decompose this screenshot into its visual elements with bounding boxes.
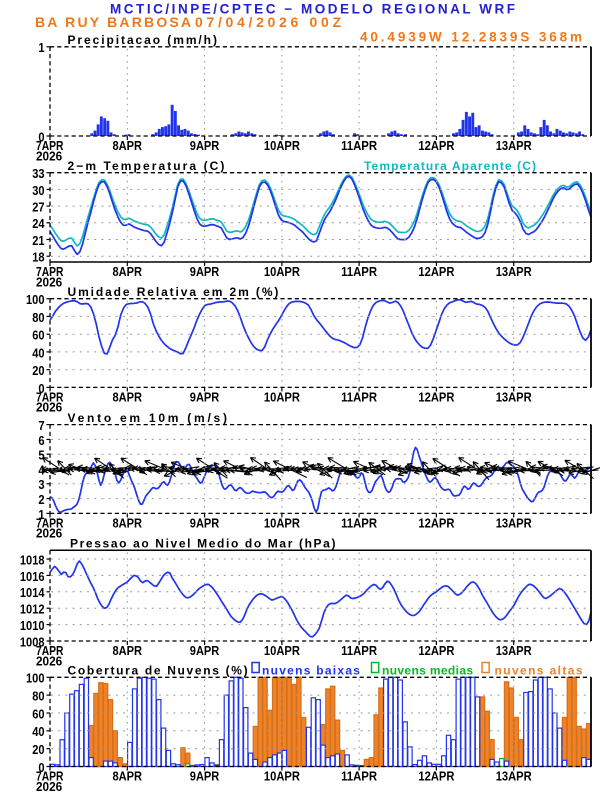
svg-text:11APR: 11APR	[341, 769, 377, 784]
svg-text:20: 20	[32, 742, 44, 757]
svg-text:12APR: 12APR	[418, 390, 454, 405]
svg-text:Precipitacao (mm/h): Precipitacao (mm/h)	[68, 33, 219, 47]
svg-text:07/04/2026 00Z: 07/04/2026 00Z	[195, 14, 345, 30]
svg-text:Vento em 10m (m/s): Vento em 10m (m/s)	[68, 411, 230, 425]
svg-text:33: 33	[32, 166, 44, 181]
svg-text:8APR: 8APR	[113, 516, 143, 531]
svg-text:18: 18	[32, 250, 44, 265]
svg-text:9APR: 9APR	[190, 138, 220, 153]
svg-text:2026: 2026	[36, 526, 62, 541]
svg-text:9APR: 9APR	[190, 390, 220, 405]
svg-text:Pressao ao Nivel Medio do Mar: Pressao ao Nivel Medio do Mar (hPa)	[70, 537, 337, 551]
svg-text:1016: 1016	[20, 569, 45, 584]
svg-text:11APR: 11APR	[341, 643, 377, 658]
svg-text:Temperatura Aparente (C): Temperatura Aparente (C)	[364, 159, 537, 173]
svg-text:12APR: 12APR	[418, 769, 454, 784]
svg-text:8APR: 8APR	[113, 643, 143, 658]
svg-text:nuvens medias: nuvens medias	[382, 664, 473, 678]
svg-text:13APR: 13APR	[496, 643, 532, 658]
svg-text:13APR: 13APR	[496, 769, 532, 784]
svg-text:10APR: 10APR	[264, 264, 300, 279]
svg-text:100: 100	[26, 671, 45, 686]
svg-text:2: 2	[38, 492, 44, 507]
svg-text:2−m Temperatura (C): 2−m Temperatura (C)	[68, 159, 227, 173]
svg-text:nuvens baixas: nuvens baixas	[262, 664, 361, 678]
svg-text:1012: 1012	[20, 602, 45, 617]
svg-text:12APR: 12APR	[418, 643, 454, 658]
svg-text:2026: 2026	[36, 400, 62, 415]
svg-text:nuvens altas: nuvens altas	[495, 664, 584, 678]
svg-text:1018: 1018	[20, 552, 45, 567]
svg-text:80: 80	[32, 689, 44, 704]
svg-text:10APR: 10APR	[264, 516, 300, 531]
svg-text:8APR: 8APR	[113, 769, 143, 784]
svg-text:20: 20	[32, 363, 44, 378]
svg-text:24: 24	[32, 216, 45, 231]
svg-text:3: 3	[38, 477, 44, 492]
svg-text:10APR: 10APR	[264, 769, 300, 784]
svg-text:21: 21	[32, 233, 44, 248]
svg-text:2026: 2026	[36, 653, 62, 668]
svg-text:11APR: 11APR	[341, 264, 377, 279]
svg-text:4: 4	[38, 462, 45, 477]
svg-text:1010: 1010	[20, 618, 45, 633]
svg-text:8APR: 8APR	[113, 264, 143, 279]
svg-text:30: 30	[32, 183, 44, 198]
svg-text:11APR: 11APR	[341, 516, 377, 531]
svg-text:9APR: 9APR	[190, 516, 220, 531]
svg-text:1: 1	[38, 40, 44, 55]
svg-text:2026: 2026	[36, 148, 62, 163]
svg-text:40.4939W 12.2839S 368m: 40.4939W 12.2839S 368m	[360, 30, 585, 45]
svg-text:12APR: 12APR	[418, 516, 454, 531]
svg-text:Umidade Relativa em 2m (%): Umidade Relativa em 2m (%)	[68, 285, 281, 299]
svg-text:40: 40	[32, 724, 44, 739]
svg-text:2026: 2026	[36, 274, 62, 289]
svg-text:80: 80	[32, 310, 44, 325]
svg-text:9APR: 9APR	[190, 769, 220, 784]
svg-text:10APR: 10APR	[264, 390, 300, 405]
svg-text:13APR: 13APR	[496, 516, 532, 531]
svg-text:6: 6	[38, 433, 44, 448]
svg-text:Cobertura de Nuvens (%): Cobertura de Nuvens (%)	[68, 664, 250, 678]
svg-text:BA RUY BARBOSA: BA RUY BARBOSA	[35, 14, 193, 30]
svg-text:60: 60	[32, 328, 44, 343]
svg-text:12APR: 12APR	[418, 138, 454, 153]
svg-text:9APR: 9APR	[190, 643, 220, 658]
svg-text:13APR: 13APR	[496, 390, 532, 405]
svg-text:12APR: 12APR	[418, 264, 454, 279]
svg-text:13APR: 13APR	[496, 138, 532, 153]
svg-text:11APR: 11APR	[341, 138, 377, 153]
svg-text:27: 27	[32, 200, 44, 215]
svg-text:8APR: 8APR	[113, 390, 143, 405]
svg-text:9APR: 9APR	[190, 264, 220, 279]
svg-text:60: 60	[32, 706, 44, 721]
svg-text:5: 5	[38, 448, 44, 463]
svg-text:7: 7	[38, 418, 44, 433]
svg-text:10APR: 10APR	[264, 138, 300, 153]
svg-text:100: 100	[26, 292, 45, 307]
svg-text:8APR: 8APR	[113, 138, 143, 153]
svg-text:13APR: 13APR	[496, 264, 532, 279]
svg-text:10APR: 10APR	[264, 643, 300, 658]
svg-text:40: 40	[32, 345, 44, 360]
svg-text:11APR: 11APR	[341, 390, 377, 405]
svg-text:2026: 2026	[36, 779, 62, 792]
svg-text:1014: 1014	[20, 585, 45, 600]
